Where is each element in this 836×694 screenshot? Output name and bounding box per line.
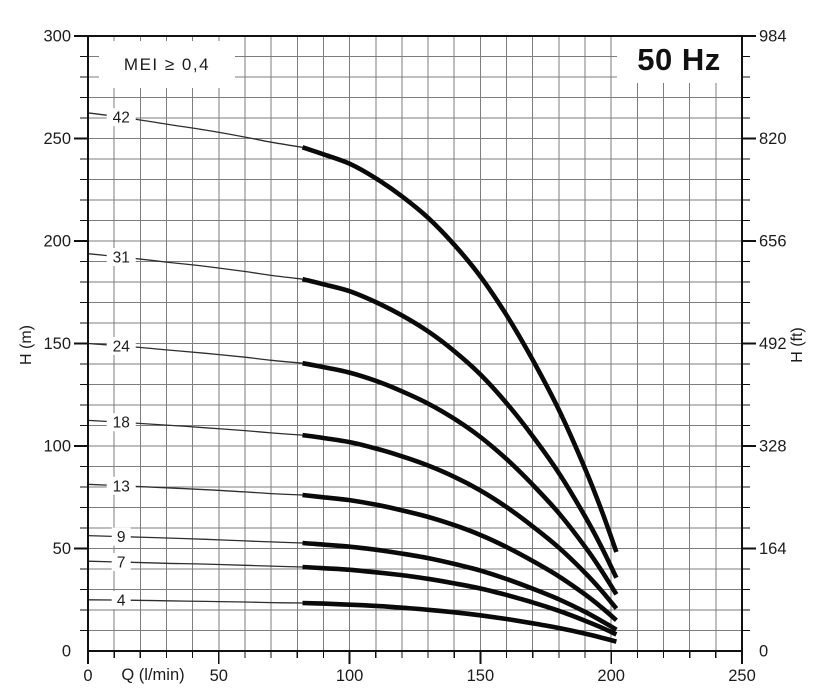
bottom-tick-label-200: 200 <box>597 667 625 685</box>
axis-ticks <box>74 35 756 664</box>
left-tick-label-50: 50 <box>53 540 71 558</box>
grid-lines <box>88 36 742 651</box>
curve-label-9: 9 <box>117 529 126 546</box>
right-tick-label-820: 820 <box>759 130 787 148</box>
x-axis-title: Q (l/min) <box>121 666 185 684</box>
bottom-tick-label-150: 150 <box>467 667 495 685</box>
curve-label-13: 13 <box>113 478 130 495</box>
pump-curve-9 <box>302 540 618 632</box>
right-tick-label-984: 984 <box>759 28 787 46</box>
left-tick-label-300: 300 <box>43 28 71 46</box>
pump-curve-18 <box>302 432 619 611</box>
right-tick-label-0: 0 <box>759 643 768 661</box>
curve-label-bg-7 <box>111 553 131 572</box>
bottom-tick-label-0: 0 <box>83 667 92 685</box>
left-tick-label-0: 0 <box>62 643 71 661</box>
bottom-tick-label-50: 50 <box>210 667 228 685</box>
bottom-tick-label-100: 100 <box>336 667 364 685</box>
pump-curve-13 <box>302 492 618 623</box>
curve-label-bg-42 <box>106 108 136 127</box>
curve-label-bg-31 <box>106 247 136 266</box>
pump-curve-24 <box>302 360 619 596</box>
y-axis-title-meters: H (m) <box>18 325 35 365</box>
frequency-title-box: 50 Hz <box>617 37 741 83</box>
curve-label-24: 24 <box>113 338 131 355</box>
curve-label-bg-18 <box>106 413 136 432</box>
left-tick-label-250: 250 <box>43 130 71 148</box>
left-tick-label-100: 100 <box>43 438 71 456</box>
left-tick-label-150: 150 <box>43 335 71 353</box>
bottom-tick-label-250: 250 <box>728 667 756 685</box>
frequency-title-text: 50 Hz <box>637 42 721 77</box>
curve-label-42: 42 <box>113 110 130 127</box>
right-tick-label-492: 492 <box>759 335 787 353</box>
right-tick-label-656: 656 <box>759 233 787 251</box>
curve-label-bg-13 <box>106 476 136 495</box>
curve-label-31: 31 <box>113 249 130 266</box>
pump-curve-31 <box>301 276 619 579</box>
curve-label-bg-24 <box>106 336 136 355</box>
left-tick-label-200: 200 <box>43 233 71 251</box>
curve-label-bg-9 <box>111 527 131 546</box>
curve-label-18: 18 <box>113 415 130 432</box>
y-axis-title-feet: H (ft) <box>789 327 806 363</box>
curve-labels: 42 31 24 18 13 9 7 4 <box>106 108 136 610</box>
pump-curve-42 <box>301 145 619 553</box>
right-tick-label-164: 164 <box>759 540 787 558</box>
pump-curve-7 <box>302 564 618 637</box>
pump-curve-4 <box>302 600 617 644</box>
right-tick-label-328: 328 <box>759 438 787 456</box>
curve-label-bg-4 <box>111 591 131 610</box>
curve-label-7: 7 <box>117 555 126 572</box>
mei-annotation-text: MEI ≥ 0,4 <box>123 54 211 74</box>
curve-label-4: 4 <box>117 593 126 610</box>
mei-annotation-box: MEI ≥ 0,4 <box>99 41 235 88</box>
pump-curves <box>87 112 619 644</box>
